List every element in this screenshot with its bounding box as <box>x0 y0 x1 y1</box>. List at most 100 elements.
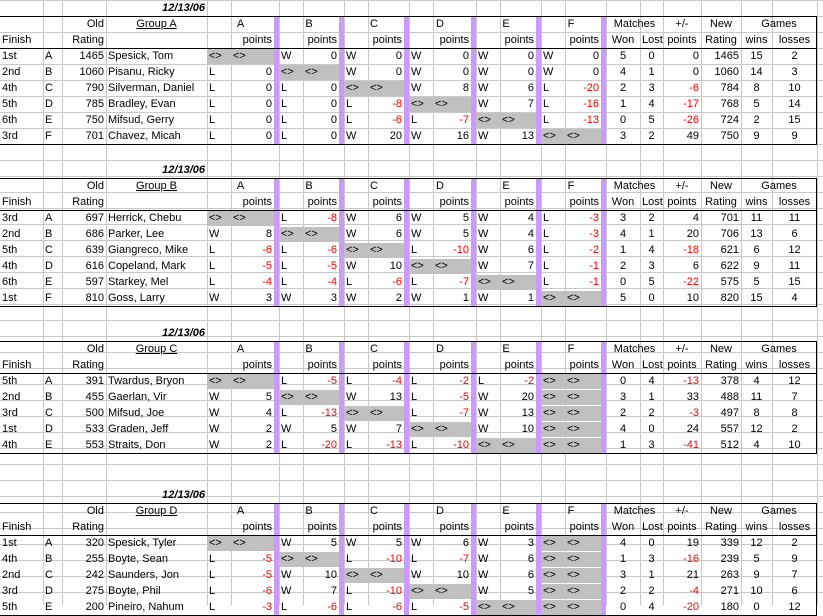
match-result[interactable]: L <box>281 375 288 387</box>
plusminus-points[interactable]: -18 <box>683 244 699 256</box>
new-header[interactable]: New <box>709 180 732 192</box>
opponent-header[interactable]: C <box>370 18 378 30</box>
match-result[interactable]: L <box>543 212 550 224</box>
match-points[interactable]: <> <box>502 439 515 451</box>
opponent-header[interactable]: A <box>236 180 245 192</box>
match-result[interactable]: <> <box>209 375 222 387</box>
matches-lost[interactable]: 2 <box>648 407 655 419</box>
match-result[interactable]: L <box>543 82 550 94</box>
points-header[interactable]: points <box>242 521 272 533</box>
plusminus-points[interactable]: 0 <box>692 66 699 78</box>
match-points[interactable]: -4 <box>392 375 402 387</box>
points-header[interactable]: points <box>504 521 534 533</box>
plusminus-points[interactable]: 19 <box>686 537 699 549</box>
match-points[interactable]: -2 <box>459 375 469 387</box>
games-losses[interactable]: 3 <box>791 66 798 78</box>
matches-won[interactable]: 2 <box>619 407 627 419</box>
player-name[interactable]: Starkey, Mel <box>108 276 169 288</box>
matches-won[interactable]: 4 <box>619 423 627 435</box>
match-result[interactable]: <> <box>346 569 359 581</box>
plusminus-points[interactable]: 0 <box>692 50 699 62</box>
new-rating[interactable]: 180 <box>720 601 739 613</box>
match-result[interactable]: L <box>281 407 288 419</box>
match-result[interactable]: L <box>281 260 288 272</box>
match-result[interactable]: L <box>281 82 288 94</box>
match-result[interactable]: L <box>281 439 288 451</box>
matches-won[interactable]: 3 <box>619 391 627 403</box>
match-result[interactable]: <> <box>543 130 556 142</box>
match-result[interactable]: W <box>346 260 357 272</box>
finish-place[interactable]: 1st <box>2 423 17 435</box>
player-letter[interactable]: A <box>45 212 53 224</box>
rating-header[interactable]: Rating <box>72 521 104 533</box>
match-points[interactable]: -5 <box>262 553 272 565</box>
match-result[interactable]: L <box>209 130 216 142</box>
match-points[interactable]: 7 <box>527 98 534 110</box>
match-points[interactable]: 8 <box>265 228 272 240</box>
points-header[interactable]: points <box>569 34 599 46</box>
new-rating[interactable]: 706 <box>720 228 739 240</box>
opponent-header[interactable]: D <box>436 18 444 30</box>
match-result[interactable]: <> <box>209 537 222 549</box>
match-points[interactable]: -10 <box>453 244 469 256</box>
player-letter[interactable]: F <box>45 130 52 142</box>
opponent-header[interactable]: F <box>567 180 575 192</box>
match-result[interactable]: L <box>281 244 288 256</box>
match-result[interactable]: L <box>209 66 216 78</box>
match-result[interactable]: L <box>209 244 216 256</box>
match-result[interactable]: L <box>346 439 353 451</box>
finish-place[interactable]: 3rd <box>2 130 18 142</box>
finish-place[interactable]: 5th <box>2 601 18 613</box>
matches-won[interactable]: 3 <box>619 130 627 142</box>
match-points[interactable]: 6 <box>462 537 469 549</box>
player-name[interactable]: Mifsud, Joe <box>108 407 165 419</box>
matches-won[interactable]: 1 <box>619 439 627 451</box>
old-rating[interactable]: 1060 <box>79 66 104 78</box>
match-points[interactable]: 0 <box>265 66 272 78</box>
finish-place[interactable]: 4th <box>2 82 18 94</box>
new-rating[interactable]: 575 <box>720 276 739 288</box>
new-rating-header[interactable]: Rating <box>705 196 737 208</box>
player-letter[interactable]: E <box>45 114 53 126</box>
points-header[interactable]: points <box>504 34 534 46</box>
lost-header[interactable]: Lost <box>642 34 663 46</box>
match-result[interactable]: L <box>281 98 288 110</box>
plusminus-header[interactable]: +/- <box>675 18 689 30</box>
match-points[interactable]: <> <box>370 569 383 581</box>
matches-won[interactable]: 1 <box>619 98 627 110</box>
plusminus-points[interactable]: -17 <box>683 98 699 110</box>
matches-lost[interactable]: 4 <box>648 375 655 387</box>
matches-lost[interactable]: 4 <box>648 601 655 613</box>
new-rating[interactable]: 784 <box>720 82 739 94</box>
match-result[interactable]: W <box>209 228 220 240</box>
match-result[interactable]: L <box>281 276 288 288</box>
match-result[interactable]: <> <box>281 228 294 240</box>
matches-lost[interactable]: 3 <box>648 82 655 94</box>
match-result[interactable]: L <box>543 114 550 126</box>
old-rating[interactable]: 701 <box>85 130 104 142</box>
points-header[interactable]: points <box>439 521 469 533</box>
match-result[interactable]: W <box>411 569 422 581</box>
match-points[interactable]: <> <box>233 537 246 549</box>
new-header[interactable]: New <box>709 343 732 355</box>
games-losses[interactable]: 14 <box>788 98 801 110</box>
match-points[interactable]: <> <box>233 375 246 387</box>
match-points[interactable]: 0 <box>592 66 599 78</box>
matches-lost[interactable]: 4 <box>648 98 655 110</box>
match-points[interactable]: -3 <box>589 212 599 224</box>
points-header[interactable]: points <box>242 196 272 208</box>
match-result[interactable]: L <box>411 407 418 419</box>
match-points[interactable]: 0 <box>592 50 599 62</box>
won-header[interactable]: Won <box>611 521 635 533</box>
match-result[interactable]: W <box>543 50 554 62</box>
match-points[interactable]: -4 <box>262 276 272 288</box>
match-result[interactable]: L <box>543 260 550 272</box>
plusminus-points[interactable]: 33 <box>686 391 699 403</box>
match-points[interactable]: <> <box>370 407 383 419</box>
player-name[interactable]: Giangreco, Mike <box>108 244 189 256</box>
match-points[interactable]: 6 <box>527 244 534 256</box>
plusminus-points[interactable]: -3 <box>689 407 699 419</box>
games-wins[interactable]: 9 <box>753 260 760 272</box>
match-points[interactable]: 3 <box>265 292 272 304</box>
match-points[interactable]: -10 <box>386 553 402 565</box>
